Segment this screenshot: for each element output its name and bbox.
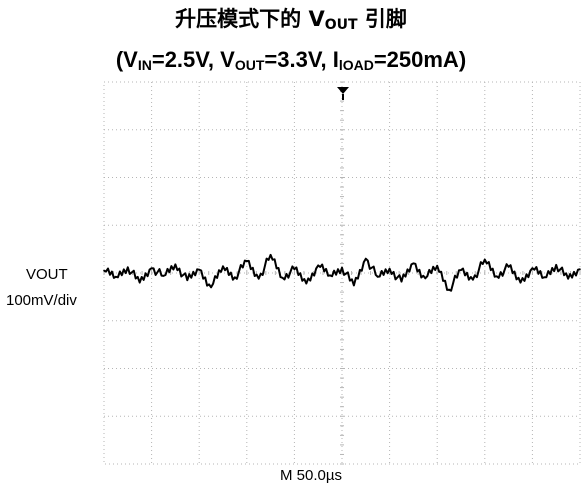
- trace-point: [222, 266, 224, 268]
- trace-point: [532, 267, 534, 269]
- trace-point: [270, 254, 272, 256]
- trace-point: [377, 276, 379, 278]
- trace-point: [401, 281, 403, 283]
- trace-point: [425, 277, 427, 279]
- trace-point: [127, 266, 129, 268]
- trace-point: [317, 265, 319, 267]
- trace-point: [198, 269, 200, 271]
- trace-point: [306, 283, 308, 285]
- channel-name-label: VOUT: [26, 266, 68, 284]
- trace-point: [520, 282, 522, 284]
- trace-point: [103, 270, 105, 272]
- trace-point: [472, 279, 474, 281]
- trace-point: [282, 277, 284, 279]
- trace-point: [389, 268, 391, 270]
- trace-point: [353, 285, 355, 287]
- trace-point: [210, 287, 212, 289]
- trace-point: [484, 259, 486, 261]
- trace-point: [448, 289, 450, 291]
- trace-point: [294, 268, 296, 270]
- trace-point: [139, 282, 141, 284]
- trace-point: [579, 268, 581, 270]
- trace-point: [460, 269, 462, 271]
- trace-point: [365, 258, 367, 260]
- graticule: [104, 82, 580, 464]
- timebase-label: M 50.0µs: [280, 467, 342, 484]
- trace-point: [544, 276, 546, 278]
- trace-point: [258, 278, 260, 280]
- trace-point: [151, 267, 153, 269]
- trace-point: [496, 276, 498, 278]
- trace-point: [436, 265, 438, 267]
- trace-point: [246, 260, 248, 262]
- trace-point: [567, 278, 569, 280]
- trace-point: [175, 264, 177, 266]
- trigger-marker-icon: [337, 87, 349, 100]
- trace-point: [555, 264, 557, 266]
- trace-point: [329, 275, 331, 277]
- trace-point: [187, 279, 189, 281]
- trace-point: [508, 266, 510, 268]
- trace-point: [341, 267, 343, 269]
- channel-scale-label: 100mV/div: [6, 292, 77, 310]
- trace-point: [234, 276, 236, 278]
- trace-point: [413, 263, 415, 265]
- trace-point: [115, 276, 117, 278]
- trace-point: [163, 275, 165, 277]
